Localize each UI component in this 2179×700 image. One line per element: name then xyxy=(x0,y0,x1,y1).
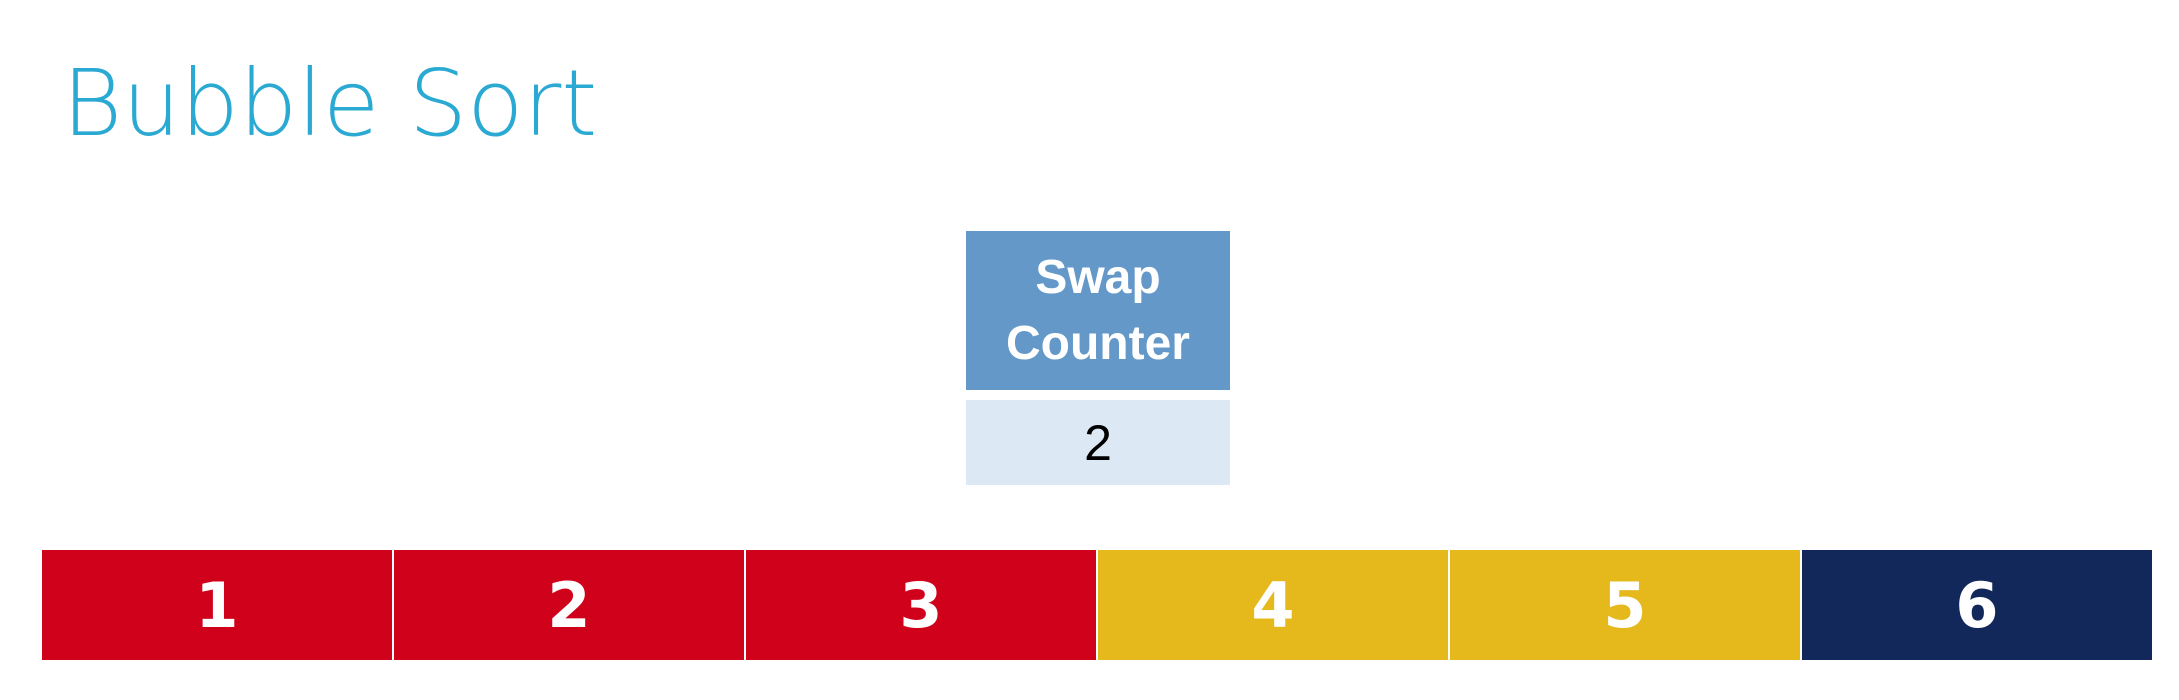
page-title: Bubble Sort xyxy=(62,50,598,157)
swap-counter-label-text: Swap Counter xyxy=(1006,250,1190,370)
swap-counter-value: 2 xyxy=(966,400,1230,485)
array-cell-3: 3 xyxy=(746,550,1098,660)
array-cell-1: 1 xyxy=(42,550,394,660)
array-cell-4: 4 xyxy=(1098,550,1450,660)
array-cell-5: 5 xyxy=(1450,550,1802,660)
array-cell-6: 6 xyxy=(1802,550,2152,660)
array-row: 1 2 3 4 5 6 xyxy=(42,550,2152,660)
swap-counter-label: Swap Counter xyxy=(966,231,1230,390)
array-cell-2: 2 xyxy=(394,550,746,660)
